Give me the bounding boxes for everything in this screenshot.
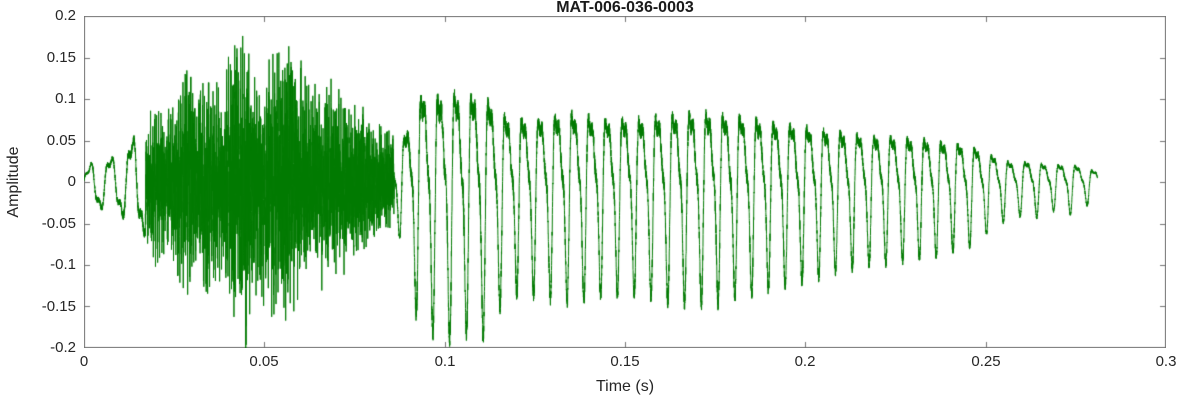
waveform-canvas (84, 16, 1166, 348)
x-tick-label: 0.15 (610, 353, 640, 370)
y-axis-label: Amplitude (5, 146, 22, 218)
x-tick-label: 0.1 (434, 353, 456, 370)
x-tick-label: 0 (79, 353, 89, 370)
y-tick-label: 0.2 (55, 7, 76, 24)
x-tick-label: 0.3 (1155, 353, 1177, 370)
x-tick-label: 0.2 (794, 353, 816, 370)
y-tick-label: 0.1 (55, 90, 76, 107)
x-axis-label: Time (s) (595, 378, 655, 395)
y-tick-label: 0.15 (46, 49, 76, 66)
chart-title: MAT-006-036-0003 (556, 0, 694, 16)
x-tick-label: 0.25 (971, 353, 1001, 370)
y-tick-label: 0 (67, 173, 76, 190)
y-tick-label: -0.2 (50, 339, 76, 356)
y-tick-label: 0.05 (46, 132, 76, 149)
x-tick-label: 0.05 (249, 353, 279, 370)
y-tick-label: -0.05 (41, 215, 76, 232)
y-tick-label: -0.15 (41, 298, 76, 315)
y-tick-label: -0.1 (50, 256, 76, 273)
